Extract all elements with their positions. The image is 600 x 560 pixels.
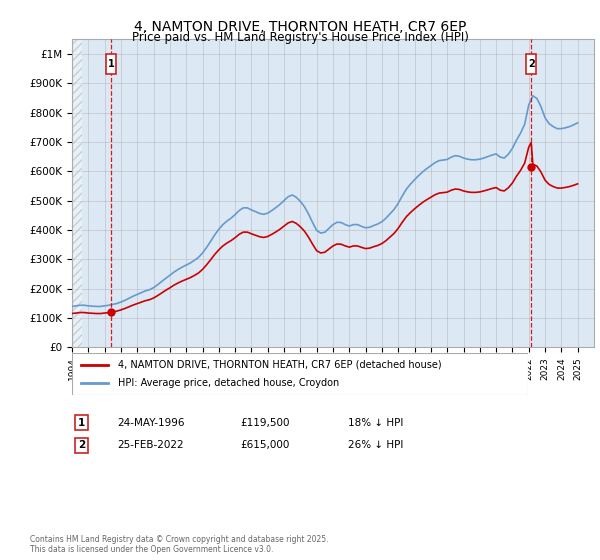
Text: 25-FEB-2022: 25-FEB-2022	[117, 440, 184, 450]
Text: HPI: Average price, detached house, Croydon: HPI: Average price, detached house, Croy…	[118, 378, 339, 388]
Bar	[72, 39, 82, 347]
Text: £615,000: £615,000	[240, 440, 289, 450]
Text: 2: 2	[528, 59, 535, 69]
FancyBboxPatch shape	[72, 353, 528, 395]
FancyBboxPatch shape	[106, 54, 116, 74]
Text: 2: 2	[78, 440, 85, 450]
Text: 24-MAY-1996: 24-MAY-1996	[117, 418, 185, 428]
Text: £119,500: £119,500	[240, 418, 290, 428]
Text: Contains HM Land Registry data © Crown copyright and database right 2025.
This d: Contains HM Land Registry data © Crown c…	[30, 535, 329, 554]
Text: Price paid vs. HM Land Registry's House Price Index (HPI): Price paid vs. HM Land Registry's House …	[131, 31, 469, 44]
Text: 4, NAMTON DRIVE, THORNTON HEATH, CR7 6EP: 4, NAMTON DRIVE, THORNTON HEATH, CR7 6EP	[134, 20, 466, 34]
Text: 1: 1	[107, 59, 115, 69]
Text: 18% ↓ HPI: 18% ↓ HPI	[348, 418, 403, 428]
Text: 1: 1	[78, 418, 85, 428]
FancyBboxPatch shape	[526, 54, 536, 74]
Text: 26% ↓ HPI: 26% ↓ HPI	[348, 440, 403, 450]
Text: 4, NAMTON DRIVE, THORNTON HEATH, CR7 6EP (detached house): 4, NAMTON DRIVE, THORNTON HEATH, CR7 6EP…	[118, 360, 441, 370]
